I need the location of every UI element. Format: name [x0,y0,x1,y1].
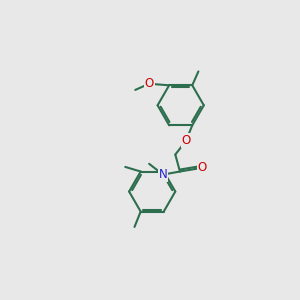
Text: O: O [182,134,191,147]
Text: O: O [145,77,154,90]
Text: N: N [159,168,167,181]
Text: O: O [198,161,207,174]
